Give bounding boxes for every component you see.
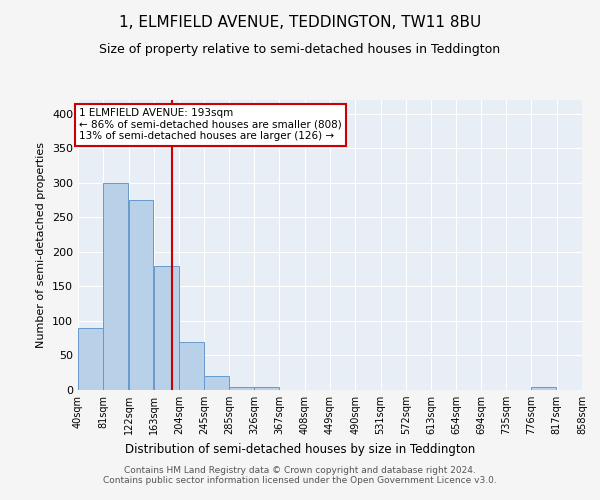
Bar	[532, 387, 556, 390]
Text: 1 ELMFIELD AVENUE: 193sqm
← 86% of semi-detached houses are smaller (808)
13% of: 1 ELMFIELD AVENUE: 193sqm ← 86% of semi-…	[79, 108, 342, 142]
Text: Distribution of semi-detached houses by size in Teddington: Distribution of semi-detached houses by …	[125, 442, 475, 456]
Text: 1, ELMFIELD AVENUE, TEDDINGTON, TW11 8BU: 1, ELMFIELD AVENUE, TEDDINGTON, TW11 8BU	[119, 15, 481, 30]
Bar	[78, 328, 103, 390]
Bar	[154, 266, 179, 390]
Bar	[254, 386, 279, 390]
Bar	[179, 342, 204, 390]
Bar	[103, 183, 128, 390]
Y-axis label: Number of semi-detached properties: Number of semi-detached properties	[37, 142, 46, 348]
Text: Size of property relative to semi-detached houses in Teddington: Size of property relative to semi-detach…	[100, 42, 500, 56]
Bar	[205, 376, 229, 390]
Text: Contains HM Land Registry data © Crown copyright and database right 2024.
Contai: Contains HM Land Registry data © Crown c…	[103, 466, 497, 485]
Bar	[128, 200, 154, 390]
Bar	[229, 386, 254, 390]
